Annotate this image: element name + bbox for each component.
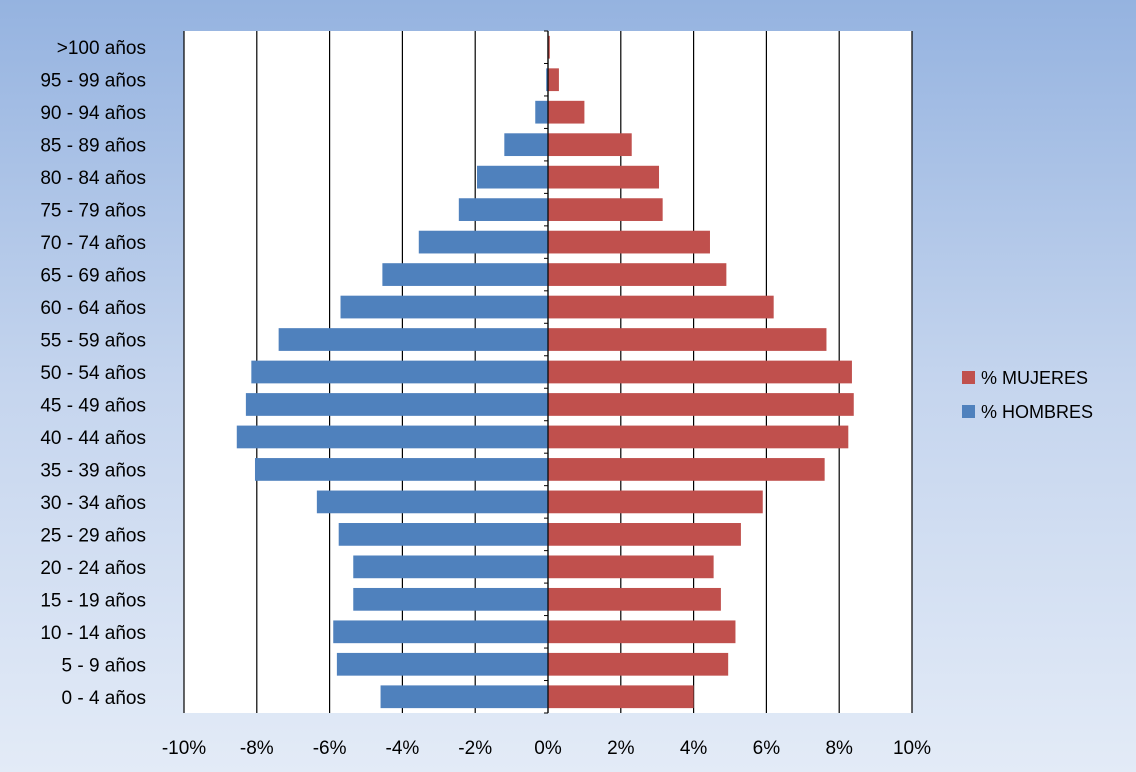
x-axis-labels: -10% -8% -6% -4% -2% 0% 2% 4% 6% 8% 10% <box>162 738 931 759</box>
bar-mujeres <box>548 133 632 157</box>
category-label: 70 - 74 años <box>40 233 146 254</box>
bar-hombres <box>278 328 548 351</box>
bar-mujeres <box>548 263 727 286</box>
category-label: 60 - 64 años <box>40 298 146 319</box>
x-tick-label: 8% <box>825 738 853 759</box>
category-label: 25 - 29 años <box>40 525 146 546</box>
bar-hombres <box>418 230 548 254</box>
x-tick-label: 6% <box>753 738 781 759</box>
category-label: 95 - 99 años <box>40 71 146 92</box>
bar-hombres <box>338 523 548 546</box>
x-tick-label: -6% <box>313 738 347 759</box>
bar-mujeres <box>548 685 694 709</box>
bar-mujeres <box>548 652 729 676</box>
bar-hombres <box>477 165 548 189</box>
category-label: 30 - 34 años <box>40 493 146 514</box>
bar-hombres <box>458 198 548 221</box>
x-tick-label: -4% <box>386 738 420 759</box>
bar-hombres <box>340 295 548 319</box>
category-label: 10 - 14 años <box>40 623 146 644</box>
bar-mujeres <box>548 100 585 124</box>
legend-swatch <box>962 405 975 418</box>
bar-hombres <box>336 652 548 676</box>
x-tick-label: 4% <box>680 738 708 759</box>
legend: % MUJERES % HOMBRES <box>962 368 1093 422</box>
bar-mujeres <box>548 165 660 189</box>
bar-mujeres <box>548 458 825 481</box>
bar-hombres <box>353 555 548 579</box>
category-label: 5 - 9 años <box>62 655 147 676</box>
bar-mujeres <box>548 360 852 384</box>
bar-hombres <box>333 620 548 644</box>
x-tick-label: 0% <box>534 738 562 759</box>
bar-mujeres <box>548 523 741 546</box>
legend-label: % MUJERES <box>981 368 1088 388</box>
bar-mujeres <box>548 295 774 319</box>
bar-hombres <box>236 425 548 449</box>
bar-mujeres <box>548 198 663 221</box>
legend-label: % HOMBRES <box>981 402 1093 422</box>
bar-mujeres <box>548 490 763 514</box>
category-label: 85 - 89 años <box>40 136 146 157</box>
bar-hombres <box>382 263 548 286</box>
bar-mujeres <box>548 393 854 416</box>
x-tick-label: 2% <box>607 738 635 759</box>
bar-mujeres <box>548 587 721 611</box>
category-label: 35 - 39 años <box>40 460 146 481</box>
bar-mujeres <box>548 425 849 449</box>
category-label: 45 - 49 años <box>40 395 146 416</box>
category-label: 55 - 59 años <box>40 331 146 352</box>
bar-hombres <box>546 68 548 92</box>
bar-mujeres <box>548 68 559 92</box>
category-label: 90 - 94 años <box>40 103 146 124</box>
bar-hombres <box>504 133 548 157</box>
bar-hombres <box>245 393 548 416</box>
category-label: 40 - 44 años <box>40 428 146 449</box>
category-label: 15 - 19 años <box>40 590 146 611</box>
x-tick-label: -10% <box>162 738 206 759</box>
bars <box>236 35 854 709</box>
bar-mujeres <box>548 35 550 59</box>
category-label: 75 - 79 años <box>40 201 146 222</box>
category-label: 50 - 54 años <box>40 363 146 384</box>
bar-mujeres <box>548 620 736 644</box>
category-label: 80 - 84 años <box>40 168 146 189</box>
x-tick-label: 10% <box>893 738 931 759</box>
y-axis-labels: 0 - 4 años 5 - 9 años 10 - 14 años 15 - 19 … <box>40 38 146 709</box>
category-label: 20 - 24 años <box>40 558 146 579</box>
bar-hombres <box>535 100 548 124</box>
bar-mujeres <box>548 230 710 254</box>
x-tick-label: -2% <box>458 738 492 759</box>
bar-hombres <box>353 587 548 611</box>
bar-hombres <box>254 458 549 481</box>
category-label: >100 años <box>57 38 146 59</box>
category-label: 0 - 4 años <box>62 688 147 709</box>
bar-hombres <box>380 685 548 709</box>
bar-mujeres <box>548 328 827 351</box>
x-tick-label: -8% <box>240 738 274 759</box>
category-label: 65 - 69 años <box>40 266 146 287</box>
bar-mujeres <box>548 555 714 579</box>
center-axis <box>544 30 549 714</box>
bar-hombres <box>316 490 548 514</box>
legend-swatch <box>962 371 975 384</box>
bar-hombres <box>251 360 548 384</box>
